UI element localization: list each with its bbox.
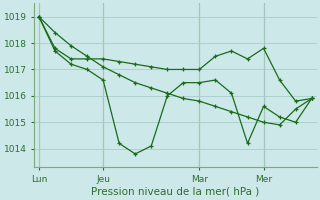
X-axis label: Pression niveau de la mer( hPa ): Pression niveau de la mer( hPa ) (91, 187, 260, 197)
